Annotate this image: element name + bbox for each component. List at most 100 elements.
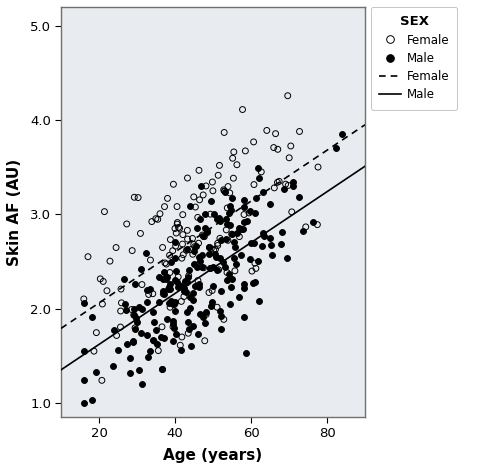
- Point: [138, 380, 146, 388]
- Point: [126, 369, 134, 377]
- Point: [195, 283, 203, 291]
- Point: [200, 233, 208, 240]
- Point: [122, 301, 130, 308]
- Point: [96, 275, 104, 282]
- Point: [230, 238, 237, 245]
- Point: [213, 304, 221, 311]
- Point: [206, 265, 214, 272]
- Point: [143, 286, 151, 293]
- Point: [150, 319, 158, 326]
- Point: [130, 311, 138, 319]
- Point: [158, 365, 166, 373]
- Point: [251, 259, 259, 267]
- Point: [164, 285, 172, 293]
- Point: [130, 305, 138, 313]
- Point: [254, 297, 262, 305]
- Point: [208, 178, 216, 186]
- Point: [174, 283, 182, 290]
- Point: [112, 332, 120, 339]
- Point: [195, 166, 203, 174]
- Point: [195, 254, 203, 261]
- Point: [192, 283, 200, 290]
- Point: [173, 220, 181, 228]
- Point: [223, 277, 231, 284]
- Point: [260, 232, 268, 240]
- Point: [218, 326, 226, 333]
- Point: [254, 174, 262, 182]
- Point: [200, 264, 207, 272]
- Point: [182, 247, 190, 254]
- Point: [226, 189, 234, 196]
- Point: [239, 225, 247, 233]
- Point: [284, 255, 292, 262]
- Point: [152, 215, 160, 222]
- Point: [160, 334, 168, 342]
- Point: [92, 368, 100, 376]
- Point: [142, 298, 150, 306]
- Point: [240, 211, 248, 218]
- Point: [222, 215, 230, 223]
- Point: [168, 258, 175, 266]
- Point: [225, 210, 233, 217]
- Point: [166, 285, 174, 293]
- Point: [166, 236, 174, 243]
- Point: [237, 226, 245, 233]
- Point: [285, 154, 293, 162]
- Point: [242, 350, 250, 357]
- Point: [244, 217, 252, 225]
- Point: [166, 281, 173, 288]
- Point: [214, 266, 222, 274]
- Point: [220, 129, 228, 136]
- Point: [152, 340, 160, 347]
- Point: [160, 268, 168, 275]
- Point: [278, 228, 285, 236]
- Point: [180, 251, 188, 258]
- Point: [88, 313, 96, 321]
- Point: [259, 188, 267, 196]
- Point: [208, 197, 216, 205]
- Point: [122, 220, 130, 228]
- Point: [214, 240, 222, 247]
- Point: [180, 288, 188, 295]
- Point: [155, 298, 163, 306]
- Point: [160, 290, 168, 298]
- Point: [196, 196, 203, 204]
- Point: [168, 299, 175, 307]
- Point: [216, 235, 224, 242]
- Point: [296, 128, 304, 135]
- Point: [202, 311, 210, 318]
- Point: [116, 323, 124, 331]
- Point: [259, 229, 267, 237]
- Point: [168, 247, 176, 254]
- Point: [282, 180, 290, 188]
- Point: [290, 178, 298, 186]
- Point: [252, 195, 260, 202]
- Point: [184, 227, 192, 234]
- Point: [166, 269, 174, 276]
- Point: [208, 298, 216, 306]
- Point: [169, 323, 177, 330]
- Point: [276, 240, 284, 248]
- Point: [216, 307, 224, 314]
- Point: [228, 275, 236, 283]
- Point: [128, 306, 136, 313]
- Point: [138, 265, 145, 273]
- Point: [180, 277, 188, 285]
- Point: [188, 296, 196, 304]
- Point: [174, 279, 182, 286]
- Point: [189, 322, 197, 329]
- Point: [108, 362, 116, 370]
- Point: [171, 298, 179, 306]
- Point: [122, 340, 130, 348]
- Point: [169, 317, 177, 325]
- X-axis label: Age (years): Age (years): [164, 448, 262, 463]
- Point: [216, 287, 224, 295]
- Point: [212, 246, 220, 253]
- Point: [84, 253, 92, 260]
- Point: [226, 221, 234, 228]
- Point: [274, 146, 282, 153]
- Point: [225, 270, 233, 278]
- Point: [146, 285, 154, 292]
- Point: [138, 305, 146, 313]
- Point: [194, 214, 202, 221]
